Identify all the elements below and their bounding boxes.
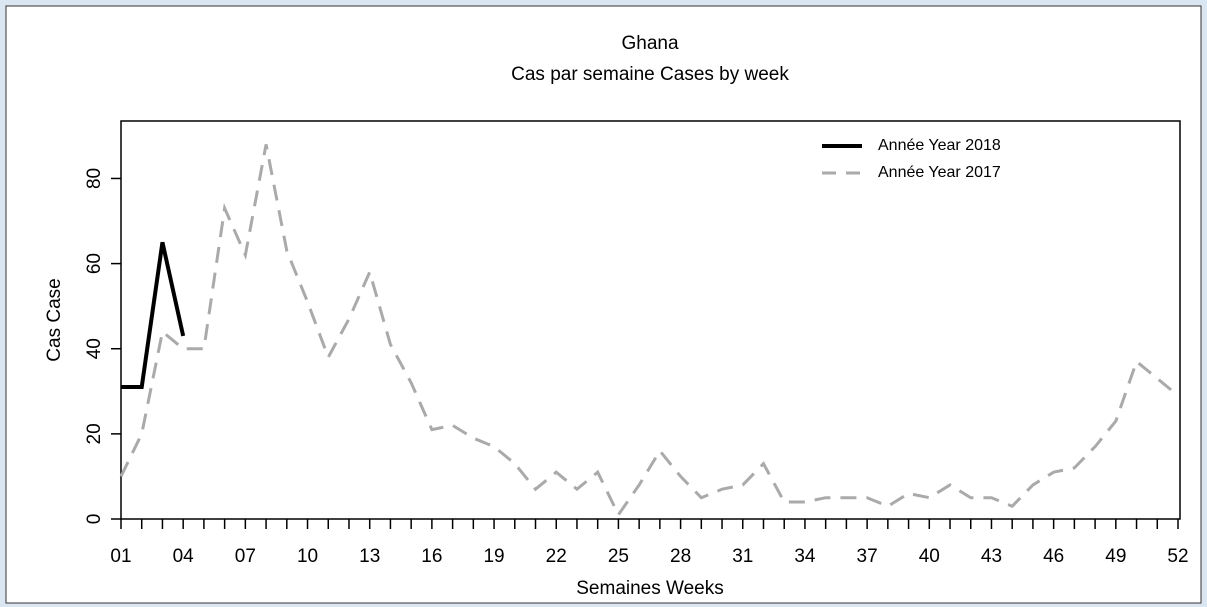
chart-subtitle: Cas par semaine Cases by week (511, 64, 789, 85)
x-tick-label: 31 (732, 546, 753, 567)
legend-label: Année Year 2018 (878, 137, 1001, 154)
x-tick-label: 52 (1167, 546, 1188, 567)
y-axis-label: Cas Case (44, 278, 65, 361)
x-axis-label: Semaines Weeks (576, 578, 724, 599)
x-tick-label: 07 (235, 546, 256, 567)
x-tick-label: 37 (857, 546, 878, 567)
x-tick-label: 40 (919, 546, 940, 567)
series-line (119, 144, 1179, 518)
x-tick-label: 34 (794, 546, 816, 567)
y-tick-label: 60 (84, 253, 105, 274)
y-tick-label: 0 (84, 514, 105, 525)
x-tick-label: 28 (670, 546, 691, 567)
chart-title: Ghana (621, 33, 678, 54)
x-tick-label: 25 (608, 546, 629, 567)
x-tick-label: 46 (1043, 546, 1064, 567)
x-tick-label: 04 (173, 546, 195, 567)
y-tick-label: 20 (84, 423, 105, 444)
x-tick-label: 49 (1105, 546, 1126, 567)
chart-frame (5, 5, 1202, 604)
x-tick-label: 13 (359, 546, 380, 567)
y-tick-label: 80 (84, 168, 105, 189)
x-tick-label: 43 (981, 546, 1002, 567)
y-tick-label: 40 (84, 338, 105, 359)
legend-label: Année Year 2017 (878, 164, 1001, 181)
x-tick-label: 16 (421, 546, 442, 567)
x-tick-label: 19 (483, 546, 504, 567)
series-line (121, 241, 186, 390)
x-tick-label: 01 (110, 546, 131, 567)
x-tick-label: 10 (297, 546, 318, 567)
x-tick-label: 22 (546, 546, 567, 567)
plot-box (120, 120, 1181, 520)
